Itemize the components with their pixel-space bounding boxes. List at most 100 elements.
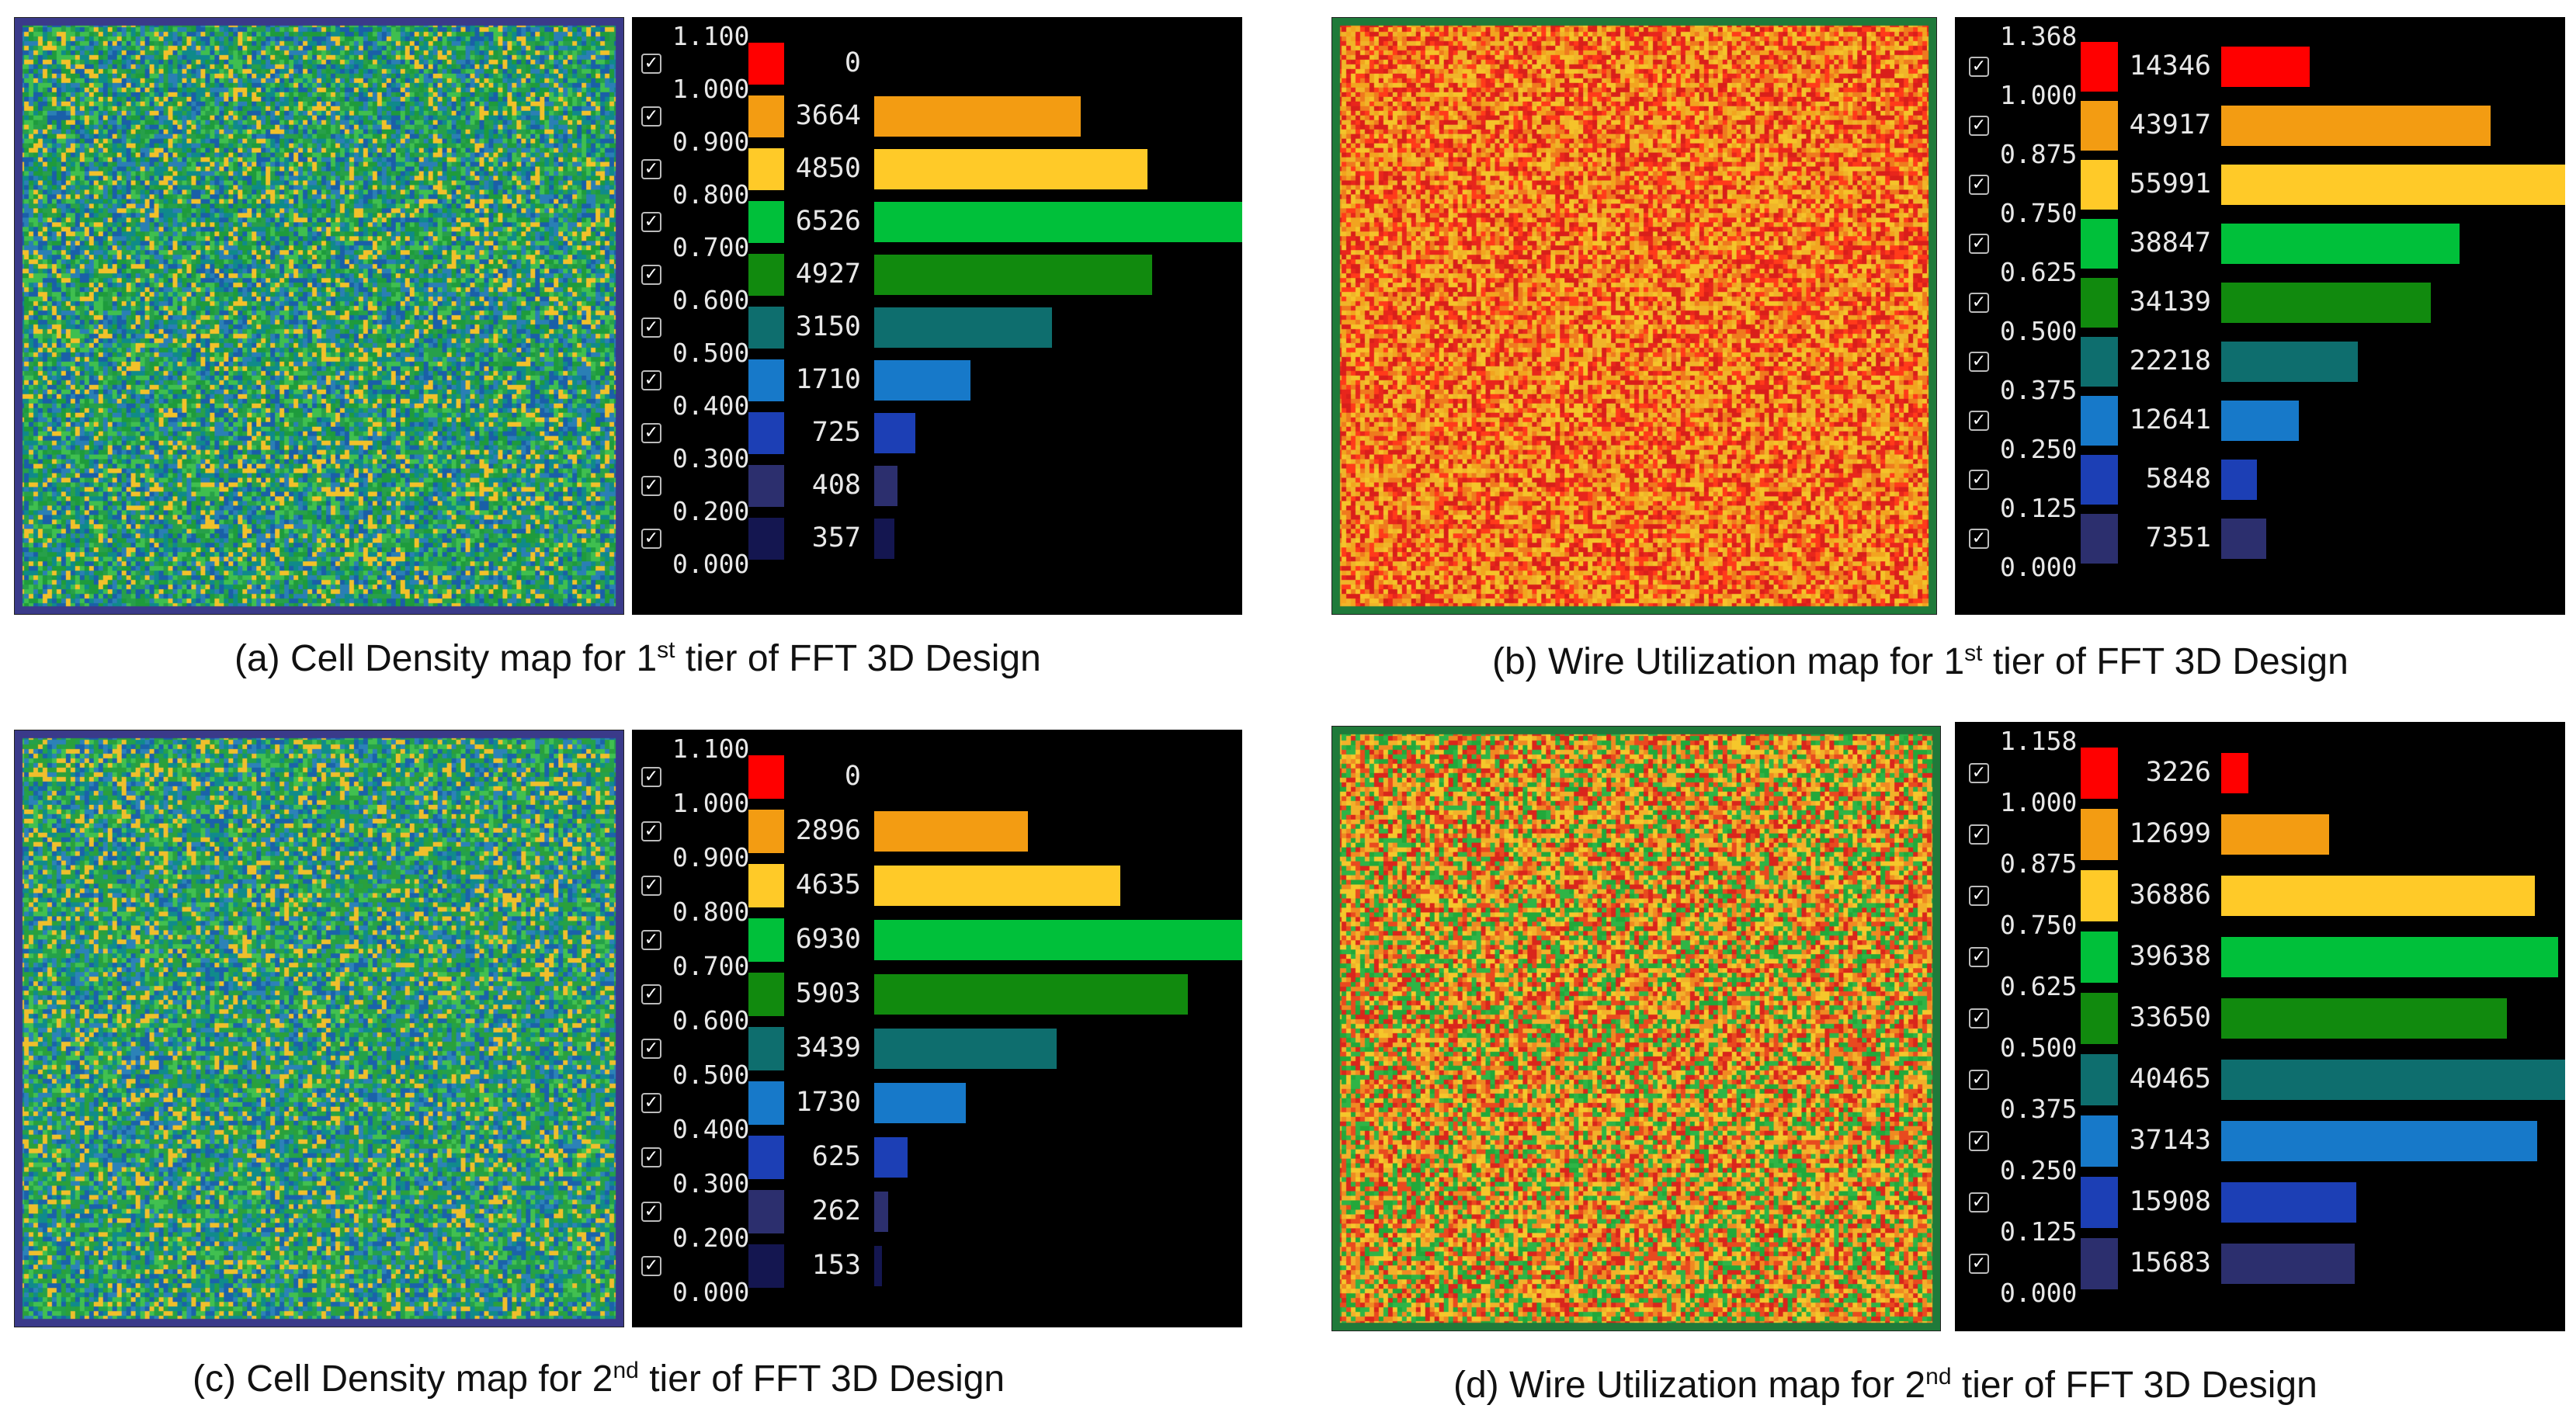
histogram-bar bbox=[874, 96, 1081, 137]
bin-visibility-checkbox[interactable]: ✓ bbox=[641, 1039, 661, 1059]
histogram-bar bbox=[2221, 106, 2491, 146]
histogram-bar bbox=[874, 466, 897, 506]
cell-density-heatmap bbox=[14, 17, 624, 615]
histogram-bar bbox=[2221, 401, 2299, 441]
bin-count-label: 725 bbox=[811, 417, 861, 448]
legend-tick-label: 0.500 bbox=[2000, 1032, 2078, 1063]
histogram-bar bbox=[874, 974, 1188, 1015]
bin-count-label: 6526 bbox=[795, 206, 861, 237]
histogram-bar bbox=[2221, 1059, 2565, 1100]
bin-visibility-checkbox[interactable]: ✓ bbox=[1969, 1192, 1989, 1213]
bin-color-swatch bbox=[2081, 219, 2118, 269]
bin-visibility-checkbox[interactable]: ✓ bbox=[641, 1147, 661, 1167]
bin-color-swatch bbox=[2081, 337, 2118, 387]
bin-visibility-checkbox[interactable]: ✓ bbox=[1969, 1253, 1989, 1274]
bin-visibility-checkbox[interactable]: ✓ bbox=[641, 1256, 661, 1276]
bin-visibility-checkbox[interactable]: ✓ bbox=[1969, 529, 1989, 549]
bin-visibility-checkbox[interactable]: ✓ bbox=[641, 54, 661, 74]
bin-visibility-checkbox[interactable]: ✓ bbox=[641, 265, 661, 285]
legend-tick-label: 0.700 bbox=[672, 951, 750, 981]
bin-color-swatch bbox=[748, 359, 784, 401]
bin-count-label: 357 bbox=[811, 522, 861, 553]
bin-visibility-checkbox[interactable]: ✓ bbox=[641, 876, 661, 896]
bin-color-swatch bbox=[748, 864, 784, 907]
histogram-bar bbox=[2221, 1243, 2355, 1284]
histogram-bar bbox=[874, 1192, 888, 1232]
histogram-bar bbox=[2221, 936, 2558, 977]
bin-color-swatch bbox=[2081, 514, 2118, 564]
bin-visibility-checkbox[interactable]: ✓ bbox=[1969, 1130, 1989, 1151]
bin-count-label: 15683 bbox=[2129, 1247, 2211, 1278]
histogram-bar bbox=[874, 1029, 1057, 1069]
legend-tick-label: 1.000 bbox=[672, 74, 750, 104]
histogram-bar bbox=[2221, 875, 2535, 916]
wire-utilization-heatmap bbox=[1331, 726, 1941, 1331]
bin-visibility-checkbox[interactable]: ✓ bbox=[641, 370, 661, 390]
bin-visibility-checkbox[interactable]: ✓ bbox=[641, 1093, 661, 1113]
bin-visibility-checkbox[interactable]: ✓ bbox=[641, 106, 661, 127]
bin-color-swatch bbox=[748, 201, 784, 243]
bin-visibility-checkbox[interactable]: ✓ bbox=[1969, 293, 1989, 313]
bin-visibility-checkbox[interactable]: ✓ bbox=[641, 767, 661, 787]
bin-visibility-checkbox[interactable]: ✓ bbox=[1969, 175, 1989, 195]
cell-density-heatmap bbox=[14, 730, 624, 1327]
histogram-legend: 1.100 1.000 0.900 0.800 0.700 0.600 0.500 0.400… bbox=[632, 17, 1242, 615]
bin-count-label: 55991 bbox=[2129, 168, 2211, 199]
bin-visibility-checkbox[interactable]: ✓ bbox=[1969, 885, 1989, 906]
bin-count-label: 0 bbox=[844, 47, 861, 78]
legend-tick-label: 0.200 bbox=[672, 496, 750, 526]
bin-color-swatch bbox=[748, 810, 784, 853]
bin-visibility-checkbox[interactable]: ✓ bbox=[1969, 411, 1989, 431]
histogram-bar bbox=[2221, 342, 2358, 382]
bin-color-swatch bbox=[2081, 808, 2118, 860]
histogram-bar bbox=[2221, 460, 2257, 500]
legend-tick-label: 0.375 bbox=[2000, 1094, 2078, 1124]
bin-visibility-checkbox[interactable]: ✓ bbox=[641, 930, 661, 950]
histogram-bar bbox=[874, 413, 915, 453]
histogram-bar bbox=[2221, 752, 2248, 793]
bin-visibility-checkbox[interactable]: ✓ bbox=[1969, 946, 1989, 967]
bin-visibility-checkbox[interactable]: ✓ bbox=[1969, 116, 1989, 136]
bin-color-swatch bbox=[748, 1244, 784, 1288]
bin-visibility-checkbox[interactable]: ✓ bbox=[1969, 57, 1989, 77]
bin-visibility-checkbox[interactable]: ✓ bbox=[1969, 762, 1989, 783]
legend-tick-label: 1.368 bbox=[2000, 21, 2078, 51]
bin-visibility-checkbox[interactable]: ✓ bbox=[1969, 824, 1989, 845]
bin-color-swatch bbox=[2081, 869, 2118, 921]
bin-visibility-checkbox[interactable]: ✓ bbox=[1969, 234, 1989, 254]
bin-visibility-checkbox[interactable]: ✓ bbox=[641, 1202, 661, 1222]
bin-visibility-checkbox[interactable]: ✓ bbox=[641, 423, 661, 443]
bin-visibility-checkbox[interactable]: ✓ bbox=[641, 821, 661, 841]
legend-tick-label: 0.700 bbox=[672, 232, 750, 262]
bin-visibility-checkbox[interactable]: ✓ bbox=[1969, 352, 1989, 372]
legend-tick-label: 0.375 bbox=[2000, 375, 2078, 405]
bin-count-label: 4635 bbox=[795, 869, 861, 900]
histogram-bar bbox=[874, 307, 1052, 348]
bin-visibility-checkbox[interactable]: ✓ bbox=[1969, 470, 1989, 490]
legend-tick-label: 0.250 bbox=[2000, 434, 2078, 464]
legend-tick-label: 1.000 bbox=[2000, 80, 2078, 110]
bin-visibility-checkbox[interactable]: ✓ bbox=[641, 317, 661, 338]
bin-visibility-checkbox[interactable]: ✓ bbox=[641, 159, 661, 179]
bin-visibility-checkbox[interactable]: ✓ bbox=[641, 212, 661, 232]
bin-visibility-checkbox[interactable]: ✓ bbox=[641, 529, 661, 549]
bin-count-label: 4927 bbox=[795, 258, 861, 290]
bin-count-label: 7351 bbox=[2145, 522, 2211, 553]
histogram-bar bbox=[2221, 1120, 2537, 1161]
bin-visibility-checkbox[interactable]: ✓ bbox=[641, 476, 661, 496]
bin-count-label: 0 bbox=[844, 761, 861, 792]
bin-visibility-checkbox[interactable]: ✓ bbox=[641, 984, 661, 1004]
figure-caption: (d) Wire Utilization map for 2nd tier of… bbox=[1453, 1364, 2317, 1406]
legend-tick-label: 0.000 bbox=[2000, 552, 2078, 582]
bin-count-label: 625 bbox=[811, 1141, 861, 1172]
bin-count-label: 40465 bbox=[2129, 1063, 2211, 1095]
bin-visibility-checkbox[interactable]: ✓ bbox=[1969, 1008, 1989, 1029]
legend-tick-label: 0.300 bbox=[672, 443, 750, 474]
bin-color-swatch bbox=[748, 1190, 784, 1233]
bin-visibility-checkbox[interactable]: ✓ bbox=[1969, 1069, 1989, 1090]
histogram-bar bbox=[874, 255, 1152, 295]
bin-count-label: 262 bbox=[811, 1195, 861, 1226]
bin-color-swatch bbox=[2081, 455, 2118, 505]
legend-tick-label: 0.800 bbox=[672, 179, 750, 210]
legend-tick-label: 0.300 bbox=[672, 1168, 750, 1199]
